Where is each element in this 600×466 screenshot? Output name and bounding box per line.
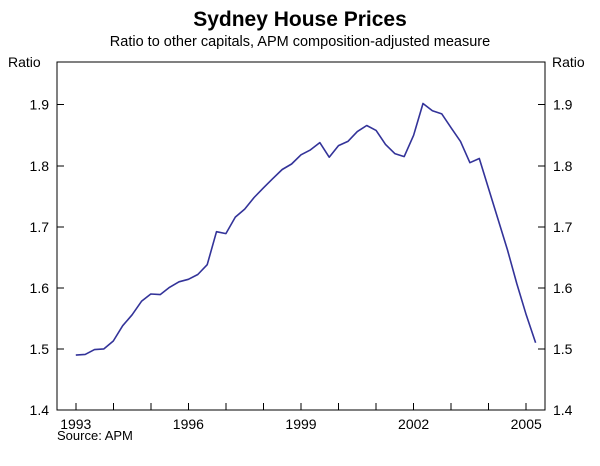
y-tick-label-right: 1.5: [553, 341, 573, 357]
y-tick-label-left: 1.9: [30, 97, 50, 113]
plot-area-border: [56, 61, 546, 411]
sydney-ratio-line: [75, 102, 537, 356]
y-tick-label-right: 1.6: [553, 280, 573, 296]
chart-header: Sydney House Prices Ratio to other capit…: [0, 0, 600, 52]
chart-title: Sydney House Prices: [193, 8, 407, 31]
y-axis-label-right: Ratio: [552, 54, 585, 70]
chart-subtitle: Ratio to other capitals, APM composition…: [109, 34, 491, 50]
x-tick-label: 2002: [398, 416, 429, 432]
x-tick-label: 1993: [60, 416, 91, 432]
x-tick-label: 1999: [285, 416, 316, 432]
y-tick-label-right: 1.9: [553, 97, 573, 113]
y-tick-label-left: 1.8: [30, 158, 50, 174]
y-tick-label-right: 1.7: [553, 219, 573, 235]
x-tick-label: 2005: [511, 416, 542, 432]
y-tick-label-right: 1.4: [553, 402, 573, 418]
axes-and-series: 1.4 1.4 1.5 1.5 1.6 1.6 1.7 1.7 1.8 1.8 1.9 1.9 1993…: [30, 97, 573, 432]
source-note: Source: APM: [57, 428, 133, 443]
y-tick-label-left: 1.7: [30, 219, 50, 235]
y-axis-label-left: Ratio: [8, 54, 41, 70]
y-tick-label-right: 1.8: [553, 158, 573, 174]
line-chart: Ratio Ratio 1.4 1.41.5 1.51.6 1.61.7 1.71.8 1…: [8, 54, 585, 443]
y-tick-label-left: 1.6: [30, 280, 50, 296]
y-tick-label-left: 1.5: [30, 341, 50, 357]
y-tick-label-left: 1.4: [30, 402, 50, 418]
x-tick-label: 1996: [173, 416, 204, 432]
